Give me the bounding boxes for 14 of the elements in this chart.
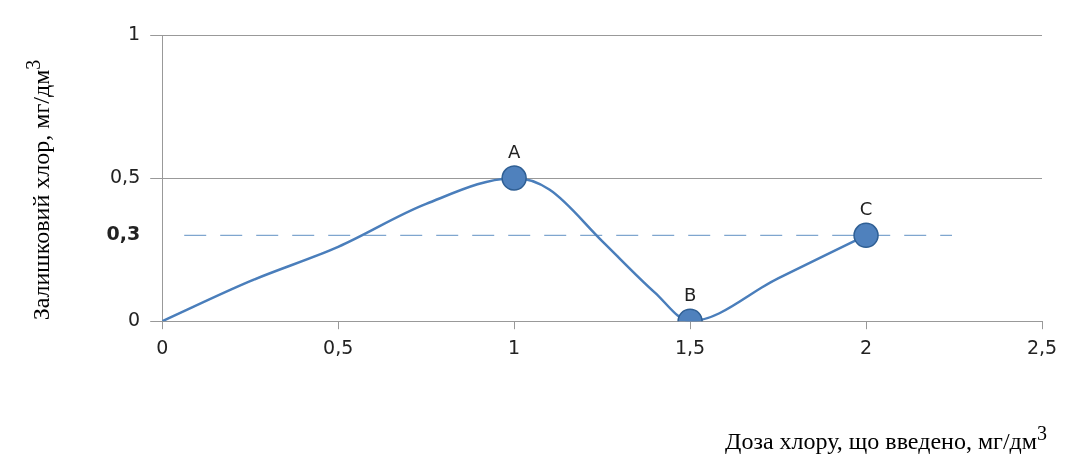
x-axis-title: Доза хлору, що введено, мг/дм$^{3}$	[725, 422, 1047, 455]
ref-line-label: 0,3	[106, 222, 141, 245]
y-tick-label: 0,5	[110, 165, 141, 188]
annotation: A	[507, 140, 521, 162]
x-tick-label: 2	[860, 335, 873, 358]
x-tick-label: 0	[156, 335, 169, 358]
y-tick-label: 1	[128, 21, 141, 44]
x-tick-label: 2,5	[1026, 335, 1058, 358]
annotation: B	[683, 283, 697, 305]
annotation: C	[859, 198, 873, 220]
y-tick-label: 0	[128, 308, 141, 331]
x-tick-label: 1	[508, 335, 521, 358]
x-tick-label: 1,5	[674, 335, 706, 358]
x-tick-label: 0,5	[323, 335, 354, 358]
